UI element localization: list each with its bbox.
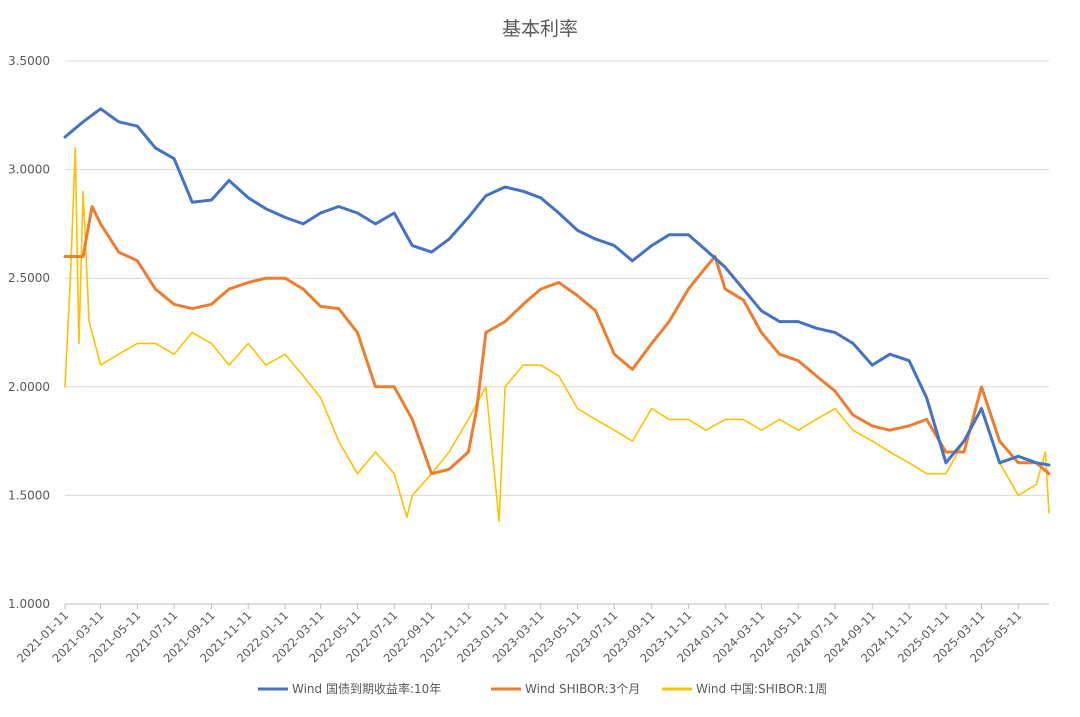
x-axis: 2021-01-112021-03-112021-05-112021-07-11… (14, 603, 1049, 665)
series-line (64, 147, 1050, 523)
y-tick-label: 3.0000 (8, 163, 50, 177)
gridlines (65, 60, 1049, 496)
legend-label: Wind 中国:SHIBOR:1周 (696, 681, 827, 696)
series-line (63, 205, 1051, 476)
y-tick-label: 2.0000 (8, 380, 50, 394)
y-tick-label: 2.5000 (8, 271, 50, 285)
chart-title: 基本利率 (502, 18, 578, 40)
y-tick-label: 3.5000 (8, 54, 50, 68)
y-tick-label: 1.5000 (8, 488, 50, 502)
y-tick-label: 1.0000 (8, 597, 50, 611)
y-axis-ticks: 1.0000 1.5000 2.0000 2.5000 3.0000 3.5000 (8, 54, 50, 611)
legend: Wind 国债到期收益率:10年 Wind SHIBOR:3个月 Wind 中国:S… (258, 681, 827, 696)
legend-label: Wind 国债到期收益率:10年 (292, 681, 441, 696)
series-line (63, 107, 1051, 467)
series-lines (63, 107, 1051, 523)
legend-label: Wind SHIBOR:3个月 (525, 682, 640, 696)
